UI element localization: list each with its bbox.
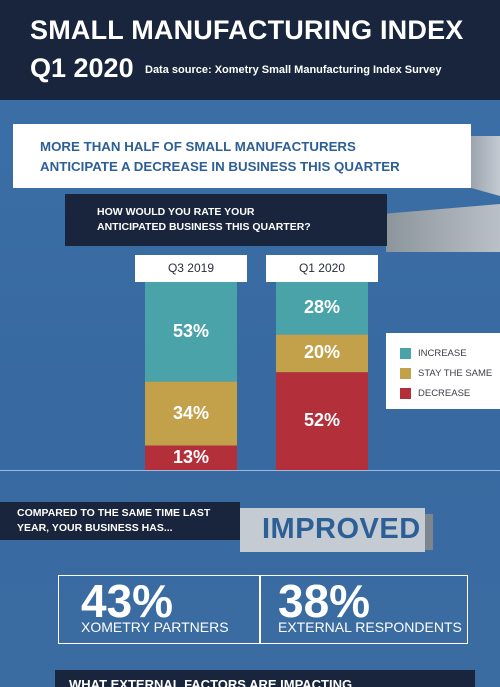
data-label: 53% xyxy=(172,320,210,341)
legend-swatch xyxy=(400,387,411,399)
comparison-line-1: COMPARED TO THE SAME TIME LAST xyxy=(17,507,211,519)
question-box: HOW WOULD YOU RATE YOUR ANTICIPATED BUSI… xyxy=(65,194,387,246)
legend-item: INCREASE xyxy=(400,346,467,360)
legend-label: INCREASE xyxy=(418,347,467,359)
bar-segment xyxy=(145,445,237,470)
header: SMALL MANUFACTURING INDEX Q1 2020 Data s… xyxy=(0,0,500,100)
headline-line-2: ANTICIPATE A DECREASE IN BUSINESS THIS Q… xyxy=(40,159,400,174)
category-label: Q1 2020 xyxy=(266,255,378,282)
stat-external-respondents: 38% EXTERNAL RESPONDENTS xyxy=(259,575,468,644)
section-divider xyxy=(0,470,500,471)
legend-item: STAY THE SAME xyxy=(400,366,492,380)
answer-box: IMPROVED xyxy=(240,508,425,552)
bar-segment xyxy=(276,334,368,373)
quarter-label: Q1 2020 xyxy=(30,53,134,83)
legend-swatch xyxy=(400,367,411,379)
comparison-question-box: COMPARED TO THE SAME TIME LAST YEAR, YOU… xyxy=(0,502,240,540)
legend-label: DECREASE xyxy=(418,387,471,399)
question-line-2: ANTICIPATED BUSINESS THIS QUARTER? xyxy=(97,221,311,233)
stat-xometry-partners: 43% XOMETRY PARTNERS xyxy=(58,575,261,644)
data-label: 28% xyxy=(303,297,341,318)
data-label: 20% xyxy=(303,342,341,363)
chart-legend: INCREASE STAY THE SAME DECREASE xyxy=(386,333,500,409)
stat-value: 43% xyxy=(81,575,174,627)
stat-value: 38% xyxy=(278,575,371,627)
stat-label: XOMETRY PARTNERS xyxy=(81,619,229,635)
question-text: HOW WOULD YOU RATE YOUR ANTICIPATED BUSI… xyxy=(97,205,311,235)
data-label: 34% xyxy=(172,402,210,423)
bar-segment xyxy=(145,381,237,446)
bar-segment xyxy=(276,372,368,470)
legend-label: STAY THE SAME xyxy=(418,367,493,379)
headline-text: MORE THAN HALF OF SMALL MANUFACTURERS AN… xyxy=(40,137,400,177)
data-label: 52% xyxy=(303,410,341,431)
question-line-1: HOW WOULD YOU RATE YOUR xyxy=(97,206,255,218)
legend-swatch xyxy=(400,347,411,359)
data-label: 13% xyxy=(172,446,210,467)
comparison-line-2: YEAR, YOUR BUSINESS HAS... xyxy=(17,522,173,534)
answer-3d-side xyxy=(425,514,433,550)
bar-segment xyxy=(145,282,237,382)
page-title: SMALL MANUFACTURING INDEX xyxy=(30,15,464,45)
headline-line-1: MORE THAN HALF OF SMALL MANUFACTURERS xyxy=(40,139,356,154)
next-section-box: WHAT EXTERNAL FACTORS ARE IMPACTING xyxy=(55,670,475,687)
answer-text: IMPROVED xyxy=(262,513,421,545)
legend-item: DECREASE xyxy=(400,386,470,400)
headline-banner: MORE THAN HALF OF SMALL MANUFACTURERS AN… xyxy=(13,124,471,188)
category-label: Q3 2019 xyxy=(135,255,247,282)
data-source: Data source: Xometry Small Manufacturing… xyxy=(145,64,442,76)
next-section-title: WHAT EXTERNAL FACTORS ARE IMPACTING xyxy=(69,677,353,687)
banner-3d-side xyxy=(470,136,500,196)
stat-label: EXTERNAL RESPONDENTS xyxy=(278,619,462,635)
bar-segment xyxy=(276,282,368,335)
comparison-question: COMPARED TO THE SAME TIME LAST YEAR, YOU… xyxy=(17,506,210,536)
